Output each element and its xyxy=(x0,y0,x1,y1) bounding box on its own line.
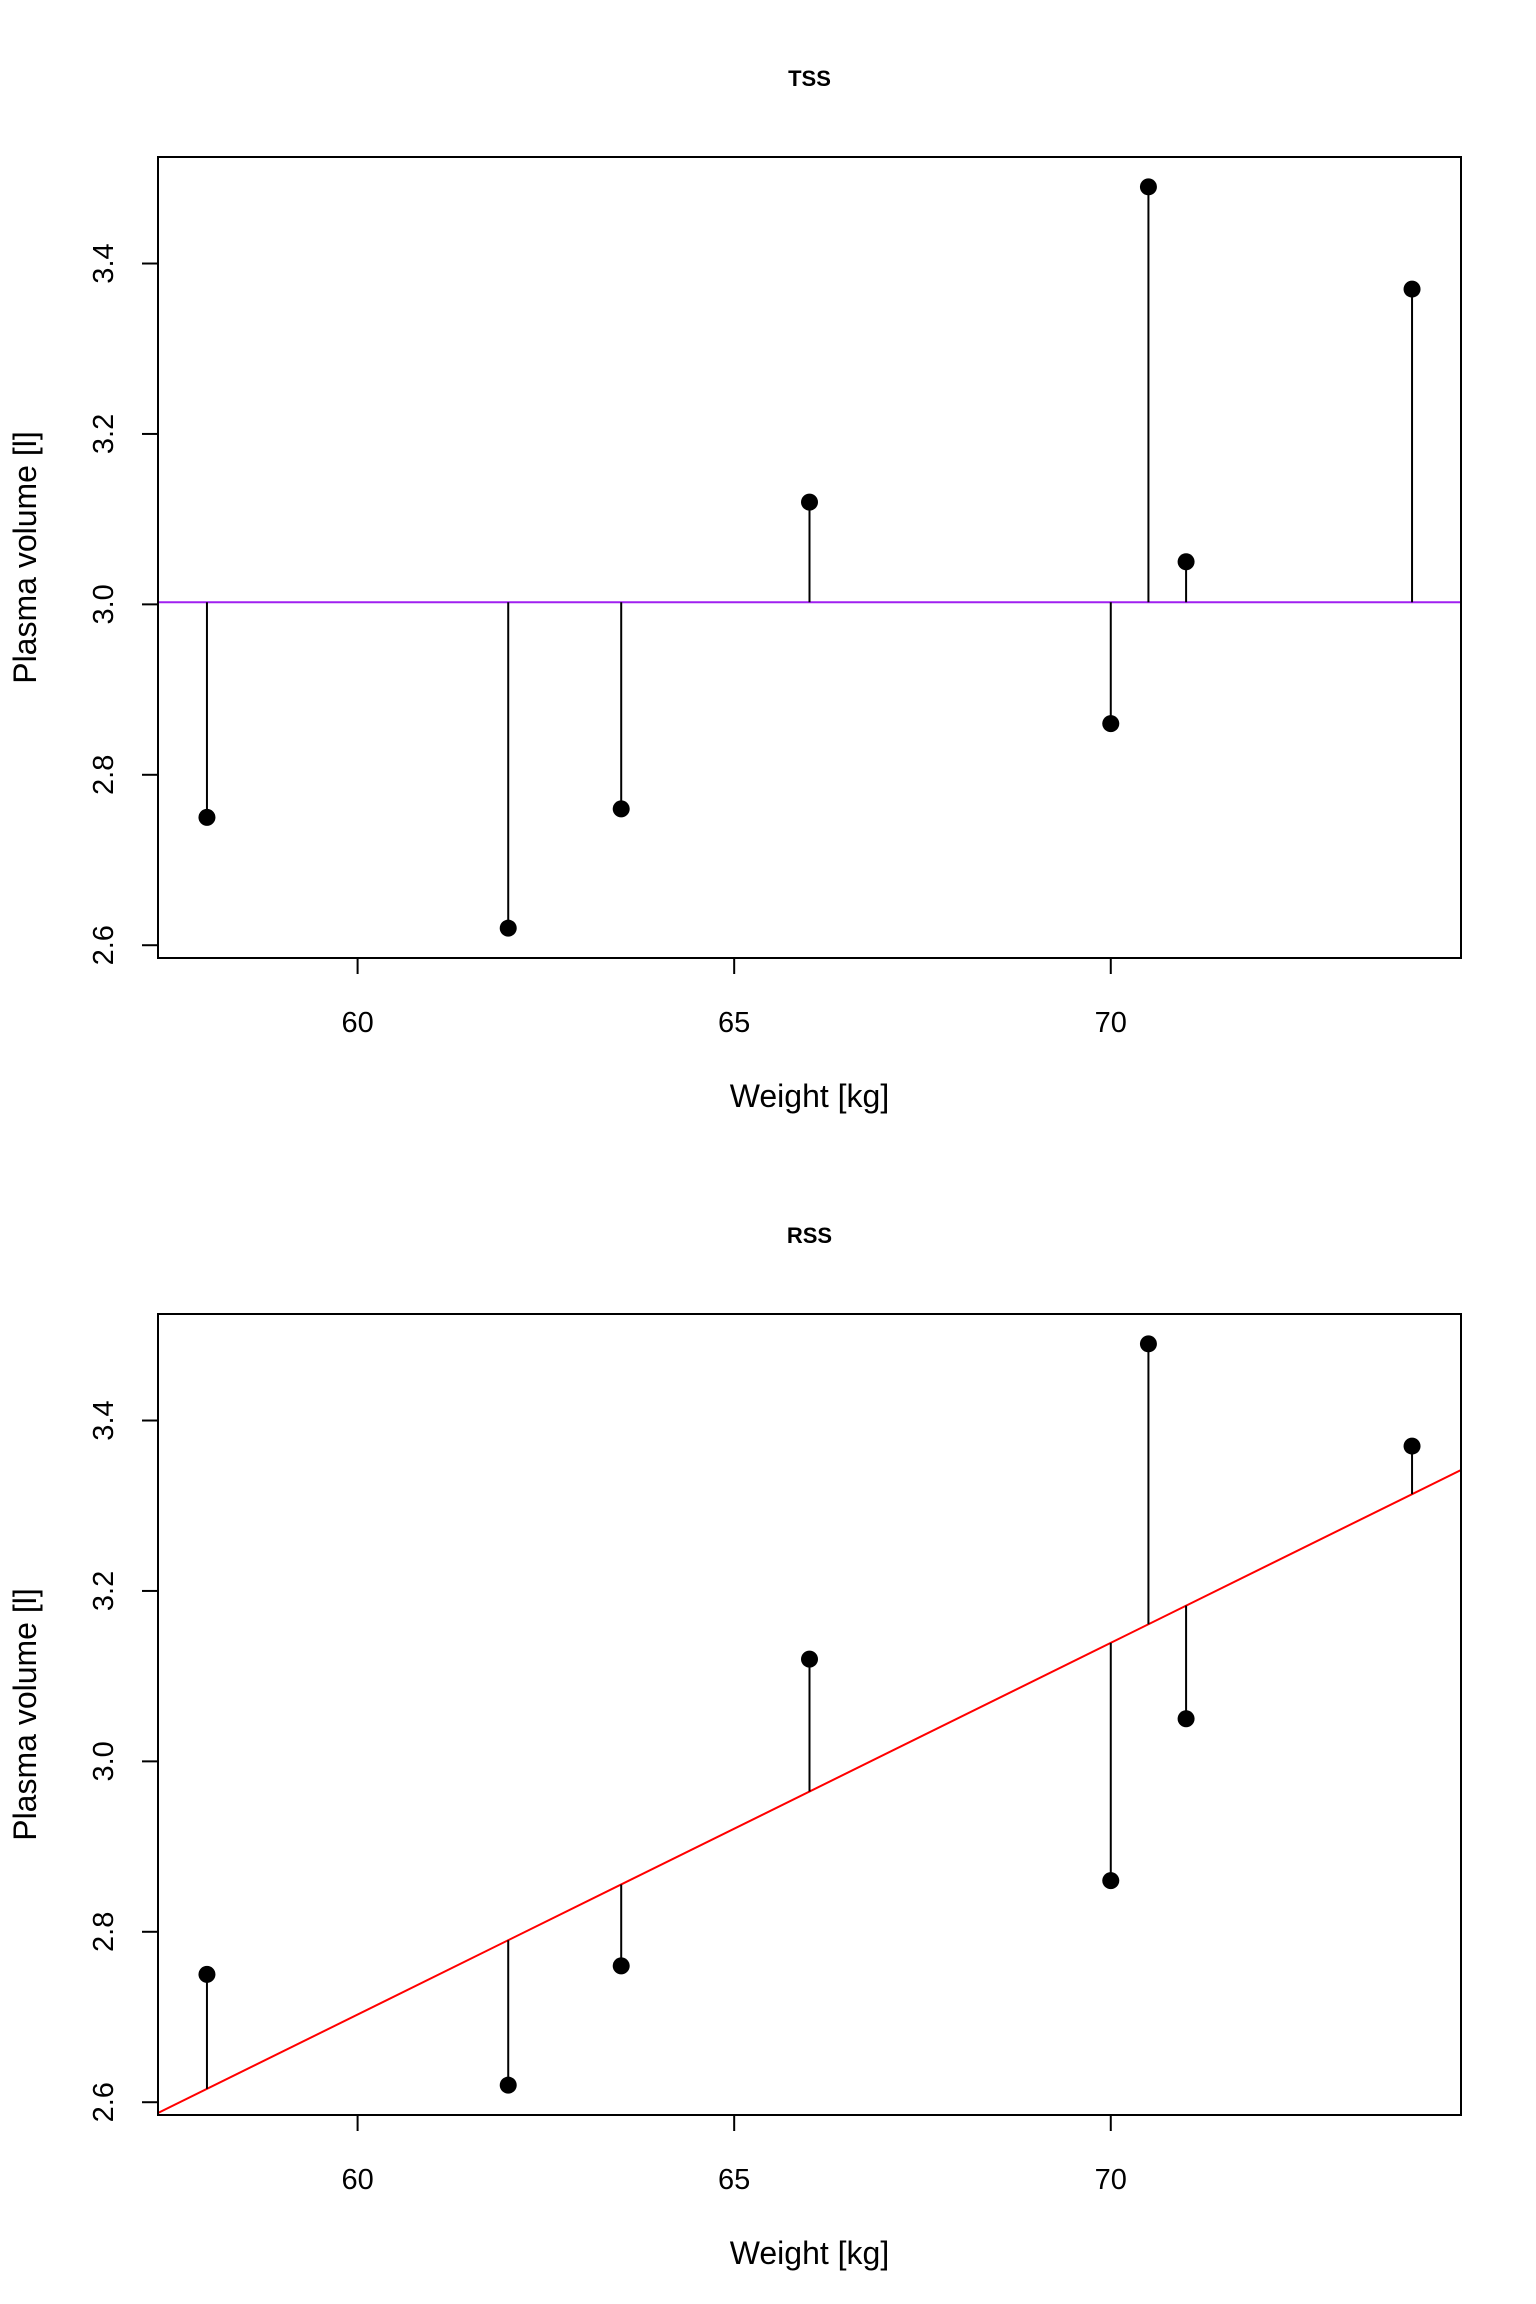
regression-line xyxy=(158,1469,1461,2114)
data-point xyxy=(801,1650,818,1668)
x-tick-label: 60 xyxy=(341,1007,373,1039)
x-tick-label: 65 xyxy=(718,1007,750,1039)
plot-panel-tss: TSS 60 65 70 2.6 2.8 3.0 3.2 3.4 Weight [kg] Plasm… xyxy=(7,66,1462,1114)
data-point xyxy=(499,919,517,937)
data-point xyxy=(198,1965,216,1983)
chart-title: RSS xyxy=(787,1223,832,1248)
y-tick-label: 3.4 xyxy=(88,1400,120,1440)
x-axis-label: Weight [kg] xyxy=(730,2235,889,2271)
y-axis-label: Plasma volume [l] xyxy=(7,1588,43,1841)
y-tick-label: 2.6 xyxy=(88,2082,120,2122)
y-tick-label: 2.8 xyxy=(88,755,120,795)
data-point xyxy=(1177,1710,1195,1728)
y-tick-label: 3.0 xyxy=(88,584,120,624)
plot-frame xyxy=(157,156,1462,959)
data-point xyxy=(499,2076,517,2094)
x-axis-label: Weight [kg] xyxy=(730,1078,889,1114)
x-tick-label: 70 xyxy=(1095,1007,1127,1039)
data-point xyxy=(612,800,630,818)
x-tick-label: 60 xyxy=(341,2164,373,2196)
y-tick-label: 3.0 xyxy=(88,1741,120,1781)
data-point xyxy=(1403,280,1421,298)
y-tick-label: 3.2 xyxy=(88,414,120,454)
y-tick-label: 2.6 xyxy=(88,925,120,965)
data-point xyxy=(1139,1335,1157,1353)
x-tick-label: 70 xyxy=(1095,2164,1127,2196)
chart-title: TSS xyxy=(788,66,831,91)
data-point xyxy=(801,493,818,511)
data-point xyxy=(1102,715,1120,733)
plot-frame xyxy=(157,1313,1462,2116)
data-point xyxy=(1139,178,1157,196)
y-tick-label: 3.2 xyxy=(88,1571,120,1611)
data-point xyxy=(1102,1872,1120,1890)
data-point xyxy=(198,808,216,826)
data-point xyxy=(1403,1437,1421,1455)
y-axis-label: Plasma volume [l] xyxy=(7,431,43,684)
data-point xyxy=(1177,553,1195,571)
x-tick-label: 65 xyxy=(718,2164,750,2196)
y-tick-label: 2.8 xyxy=(88,1912,120,1952)
plot-panel-rss: RSS 60 65 70 2.6 2.8 3.0 3.2 3.4 Weight [kg] Plasm… xyxy=(7,1223,1462,2271)
data-point xyxy=(612,1957,630,1975)
y-tick-label: 3.4 xyxy=(88,243,120,283)
